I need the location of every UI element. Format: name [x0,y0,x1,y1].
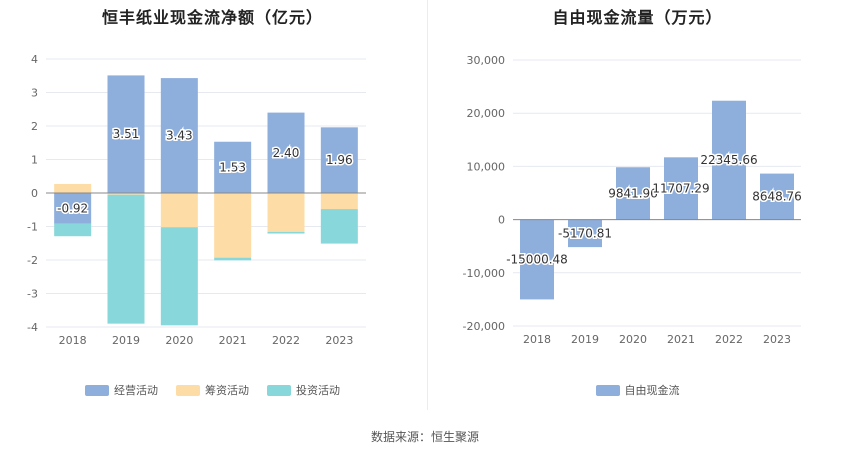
y-tick-label: -20,000 [463,320,505,333]
bar-经营活动-2018 [54,193,92,224]
bar-经营活动-2019 [107,75,145,193]
data-label: 1.96 [326,153,353,167]
left-chart-title: 恒丰纸业现金流净额（亿元） [101,8,323,27]
y-tick-label: 4 [31,53,38,66]
bar-筹资活动-2020 [160,193,198,228]
data-label: -15000.48 [506,253,568,267]
bar-投资活动-2018 [54,223,92,237]
bar-筹资活动-2021 [214,193,252,258]
data-label: 3.43 [166,129,193,143]
bar-经营活动-2021 [214,141,252,193]
data-label: 9841.96 [608,186,658,200]
legend-swatch [85,384,109,396]
x-tick-label: 2019 [112,334,140,347]
x-tick-label: 2022 [715,333,743,346]
legend-item[interactable]: 投资活动 [267,382,340,398]
bar-经营活动-2020 [160,78,198,193]
y-tick-label: 20,000 [467,107,506,120]
x-tick-label: 2020 [619,333,647,346]
data-label: -0.92 [57,201,88,215]
legend-swatch [595,384,620,396]
y-tick-label: 3 [31,87,38,100]
bar-筹资活动-2018 [54,183,92,193]
bar-自由现金流-2020 [616,167,650,220]
right-chart-title: 自由现金流量（万元） [552,8,723,27]
data-source-note: 数据来源：恒生聚源 [370,430,479,444]
free-cash-flow-bar-chart: 30,000 20,000 10,000 0 -10,000 -20,000 2018 201… [463,54,804,346]
data-label: 22345.66 [700,153,757,167]
bar-经营活动-2023 [320,127,358,193]
bar-自由现金流-2022 [712,100,746,220]
x-tick-label: 2022 [272,334,300,347]
bar-自由现金流-2019 [568,219,602,248]
legend-label: 经营活动 [114,384,158,397]
y-tick-label: 0 [498,214,505,227]
y-tick-label: -3 [27,288,38,301]
bar-筹资活动-2019 [107,193,145,195]
bar-投资活动-2021 [214,257,252,261]
x-tick-label: 2021 [667,333,695,346]
bar-投资活动-2019 [107,194,145,324]
x-tick-label: 2018 [523,333,551,346]
legend-swatch [176,384,200,396]
legend-label: 投资活动 [296,384,340,397]
y-tick-label: -10,000 [463,267,505,280]
y-tick-label: -4 [27,321,38,334]
y-tick-label: 10,000 [467,160,506,173]
bar-投资活动-2023 [320,209,358,244]
data-label: 2.40 [273,146,300,160]
data-label: -5170.81 [558,226,612,240]
bar-筹资活动-2023 [320,193,358,210]
x-tick-label: 2018 [59,334,87,347]
panel-divider [427,0,428,410]
x-tick-label: 2021 [219,334,247,347]
y-tick-label: 30,000 [467,54,506,67]
y-tick-label: 1 [31,154,38,167]
right-legend: 自由现金流 [425,382,850,398]
bar-经营活动-2022 [267,112,305,193]
legend-swatch [267,384,291,396]
bar-投资活动-2022 [267,231,305,234]
x-tick-label: 2023 [325,334,353,347]
cash-flow-chart-panel: 恒丰纸业现金流净额（亿元） 4 3 2 1 0 -1 -2 -3 -4 2018 2019 2020 2… [0,0,425,410]
legend-label: 自由现金流 [624,384,680,397]
x-tick-label: 2019 [571,333,599,346]
x-tick-label: 2023 [763,333,791,346]
bar-投资活动-2020 [160,227,198,326]
bar-筹资活动-2022 [267,193,305,232]
bar-自由现金流-2018 [520,219,554,300]
data-label: 1.53 [219,160,246,174]
legend-label: 筹资活动 [205,384,249,397]
data-label: 11707.29 [652,181,709,195]
data-label: 8648.76 [752,190,802,204]
free-cash-flow-chart-panel: 自由现金流量（万元） 30,000 20,000 10,000 0 -10,000 -20… [425,0,850,410]
legend-item[interactable]: 经营活动 [85,382,158,398]
cash-flow-stacked-bar-chart: 4 3 2 1 0 -1 -2 -3 -4 2018 2019 2020 2021 2022 2023 -0.… [27,53,366,347]
y-tick-label: -2 [27,254,38,267]
data-label: 3.51 [113,127,140,141]
bar-自由现金流-2021 [664,157,698,220]
x-tick-label: 2020 [165,334,193,347]
y-tick-label: 0 [31,187,38,200]
y-tick-label: 2 [31,120,38,133]
y-tick-label: -1 [27,221,38,234]
left-legend: 经营活动 筹资活动 投资活动 [0,382,425,398]
bar-自由现金流-2023 [760,173,794,220]
legend-item[interactable]: 自由现金流 [595,382,680,398]
legend-item[interactable]: 筹资活动 [176,382,249,398]
